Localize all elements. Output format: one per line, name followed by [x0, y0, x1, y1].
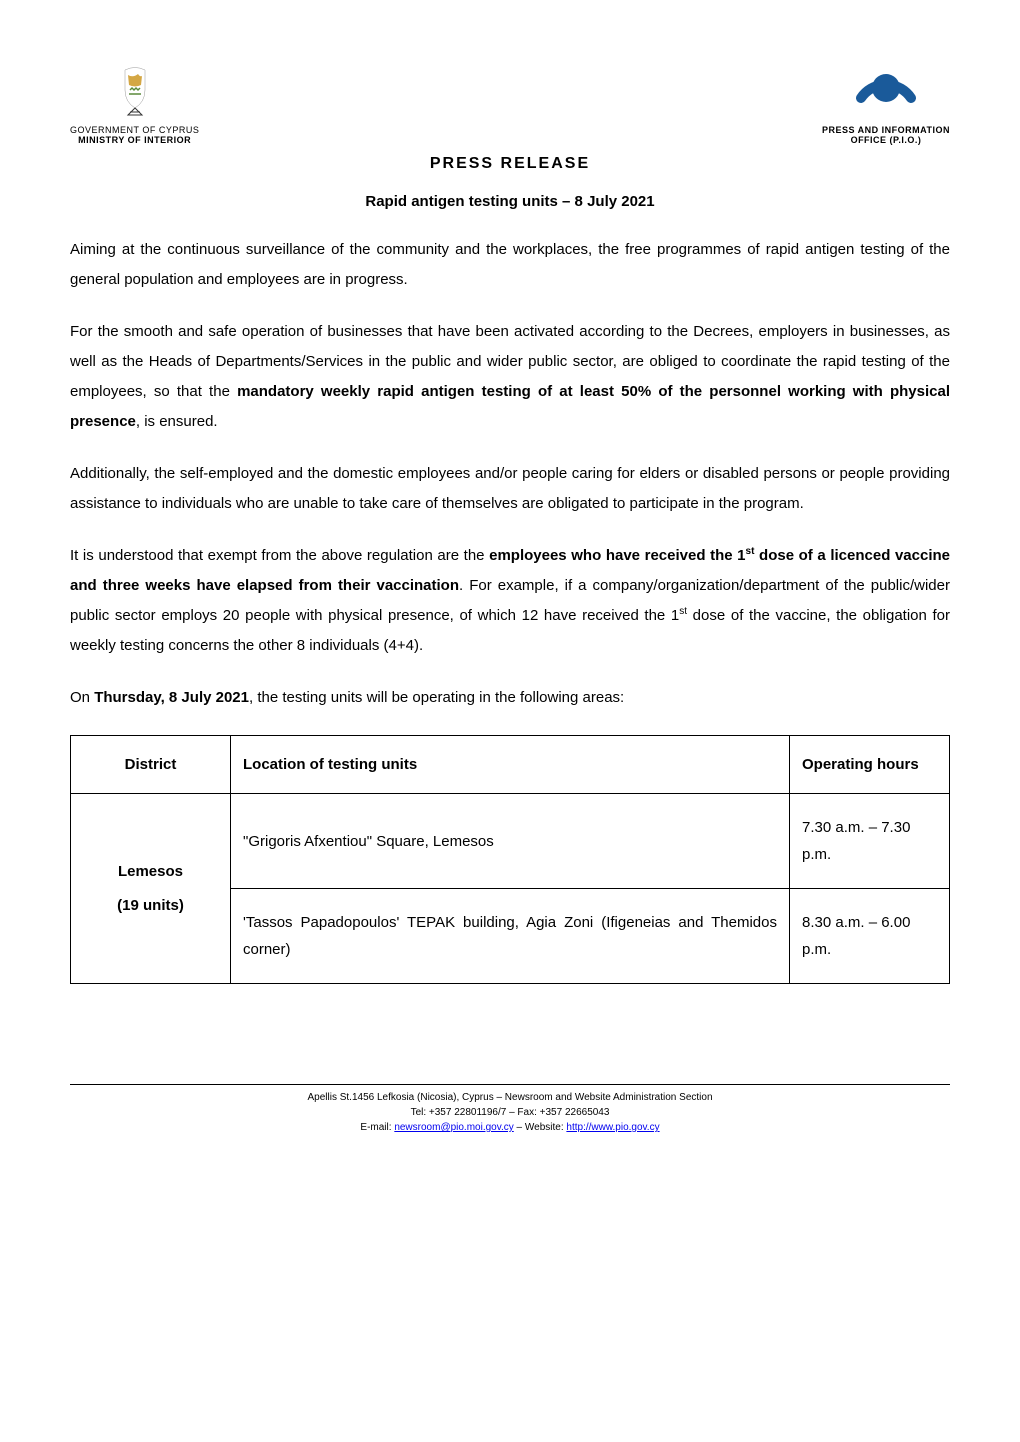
pio-text-line1: PRESS AND INFORMATION [822, 125, 950, 135]
footer-email-link[interactable]: newsroom@pio.moi.gov.cy [394, 1122, 513, 1133]
cyprus-crest-icon [100, 60, 170, 120]
paragraph-2: For the smooth and safe operation of bus… [70, 317, 950, 437]
p5-text-2: , the testing units will be operating in… [249, 689, 624, 706]
hours-cell: 8.30 a.m. – 6.00 p.m. [790, 889, 950, 984]
footer-line-2: Tel: +357 22801196/7 – Fax: +357 2266504… [70, 1105, 950, 1120]
footer-email-label: E-mail: [360, 1122, 394, 1133]
p4-text-1: It is understood that exempt from the ab… [70, 547, 489, 564]
p2-text-2: , is ensured. [136, 413, 218, 430]
footer-website-link[interactable]: http://www.pio.gov.cy [566, 1122, 659, 1133]
location-cell: 'Tassos Papadopoulos' TEPAK building, Ag… [231, 889, 790, 984]
header-row: GOVERNMENT OF CYPRUS MINISTRY OF INTERIO… [70, 50, 950, 145]
district-header: District [71, 736, 231, 794]
district-cell: Lemesos (19 units) [71, 794, 231, 984]
hours-header: Operating hours [790, 736, 950, 794]
footer-line-1: Apellis St.1456 Lefkosia (Nicosia), Cypr… [70, 1090, 950, 1105]
table-row: Lemesos (19 units) "Grigoris Afxentiou" … [71, 794, 950, 889]
pio-text-line2: OFFICE (P.I.O.) [822, 135, 950, 145]
footer-line-3: E-mail: newsroom@pio.moi.gov.cy – Websit… [70, 1120, 950, 1135]
p5-text-1: On [70, 689, 94, 706]
location-header: Location of testing units [231, 736, 790, 794]
press-release-title: PRESS RELEASE [70, 155, 950, 173]
p4-bold1-text: employees who have received the 1 [489, 547, 745, 564]
paragraph-4: It is understood that exempt from the ab… [70, 541, 950, 661]
pio-logo-block: PRESS AND INFORMATION OFFICE (P.I.O.) [822, 50, 950, 145]
district-name: Lemesos [83, 863, 218, 880]
p4-sup-2: st [679, 606, 687, 617]
paragraph-5: On Thursday, 8 July 2021, the testing un… [70, 683, 950, 713]
paragraph-3: Additionally, the self-employed and the … [70, 459, 950, 519]
government-logo-block: GOVERNMENT OF CYPRUS MINISTRY OF INTERIO… [70, 60, 199, 145]
document-subtitle: Rapid antigen testing units – 8 July 202… [70, 193, 950, 210]
p5-bold: Thursday, 8 July 2021 [94, 689, 249, 706]
location-cell: "Grigoris Afxentiou" Square, Lemesos [231, 794, 790, 889]
footer-website-label: – Website: [514, 1122, 567, 1133]
testing-units-table: District Location of testing units Opera… [70, 735, 950, 984]
pio-icon [851, 50, 921, 120]
district-units: (19 units) [83, 897, 218, 914]
hours-cell: 7.30 a.m. – 7.30 p.m. [790, 794, 950, 889]
government-text: GOVERNMENT OF CYPRUS [70, 125, 199, 135]
ministry-text: MINISTRY OF INTERIOR [70, 135, 199, 145]
paragraph-1: Aiming at the continuous surveillance of… [70, 235, 950, 295]
table-header-row: District Location of testing units Opera… [71, 736, 950, 794]
footer: Apellis St.1456 Lefkosia (Nicosia), Cypr… [70, 1084, 950, 1135]
